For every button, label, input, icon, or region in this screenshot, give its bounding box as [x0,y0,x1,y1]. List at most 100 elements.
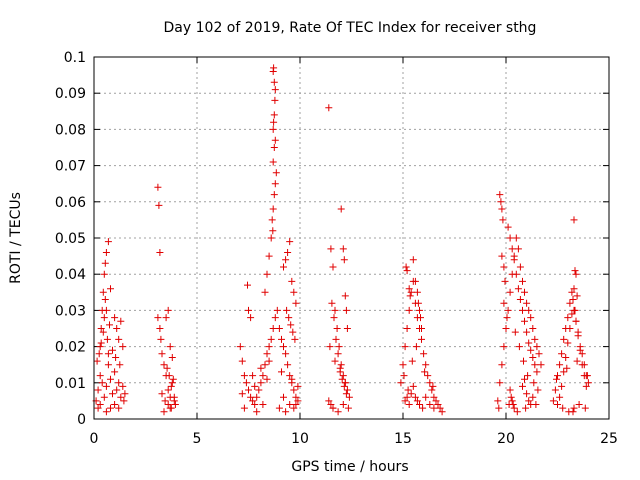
data-point [269,227,277,235]
data-point [165,372,173,380]
x-axis-ticks: 0 5 10 15 20 25 [90,57,618,447]
data-points [92,64,592,416]
data-point [570,404,578,412]
data-point [576,346,584,354]
data-point [286,238,294,246]
data-point [163,364,171,372]
data-point [554,372,561,380]
data-point [168,379,176,387]
data-point [334,350,342,358]
data-point [270,191,278,199]
data-point [270,64,278,72]
data-point [409,256,417,264]
data-point [261,361,269,369]
data-point [251,382,259,390]
data-point [531,335,539,343]
data-point [408,357,416,365]
data-point [280,343,287,351]
y-tick-label: 0.07 [55,159,86,175]
data-point [271,96,279,104]
data-point [495,404,503,412]
data-point [403,267,411,275]
data-point [412,343,420,351]
data-point [333,325,341,332]
data-point [532,401,540,408]
data-point [97,325,105,332]
data-point [531,361,539,369]
data-point [583,372,591,380]
data-point [582,382,590,390]
data-point [265,357,273,365]
data-point [564,314,572,322]
data-point [520,357,527,365]
data-point [527,314,535,322]
y-tick-label: 0.03 [55,303,86,319]
data-point [94,386,102,394]
data-point [527,346,535,354]
y-tick-label: 0.09 [55,86,86,102]
data-point [494,397,502,405]
data-point [267,335,275,343]
data-point [343,386,351,394]
data-point [533,343,541,351]
data-point [533,368,541,376]
data-point [289,328,297,336]
data-point [407,288,415,296]
data-point [418,335,425,343]
data-point [160,408,168,416]
data-point [514,245,522,253]
data-point [100,270,108,278]
data-point [504,306,512,314]
data-point [416,401,423,408]
data-point [280,393,287,401]
data-point [102,249,110,256]
data-point [564,339,572,347]
data-point [529,354,537,361]
data-point [292,393,300,401]
data-point [513,408,521,416]
data-point [510,256,518,264]
data-point [413,288,421,296]
data-point [285,314,293,322]
data-point [508,245,516,253]
data-point [558,382,566,390]
data-point [496,191,504,199]
data-point [269,205,277,213]
data-point [245,306,252,314]
data-point [397,379,405,387]
data-point [102,408,110,416]
data-point [253,408,261,416]
data-point [563,364,571,372]
data-point [271,86,279,94]
x-tick-label: 20 [497,431,515,447]
data-point [511,328,519,336]
data-point [244,281,251,289]
data-point [500,343,508,351]
data-point [270,144,278,151]
data-point [259,401,267,408]
data-point [523,328,531,336]
data-point [120,397,128,405]
data-point [414,299,422,307]
data-point [406,292,414,300]
x-tick-label: 5 [193,431,202,447]
data-point [496,379,504,387]
data-point [286,372,294,380]
data-point [164,386,172,394]
data-point [325,397,333,405]
x-tick-label: 25 [600,431,618,447]
data-point [94,404,102,412]
data-point [107,285,114,293]
data-point [270,118,278,126]
data-point [339,401,347,408]
data-point [327,245,335,253]
data-point [164,306,172,314]
data-point [428,386,436,394]
data-point [339,372,347,380]
data-point [290,386,298,394]
data-point [336,368,344,376]
data-point [245,386,252,394]
data-point [283,306,291,314]
data-point [499,216,507,224]
data-point [104,361,112,369]
